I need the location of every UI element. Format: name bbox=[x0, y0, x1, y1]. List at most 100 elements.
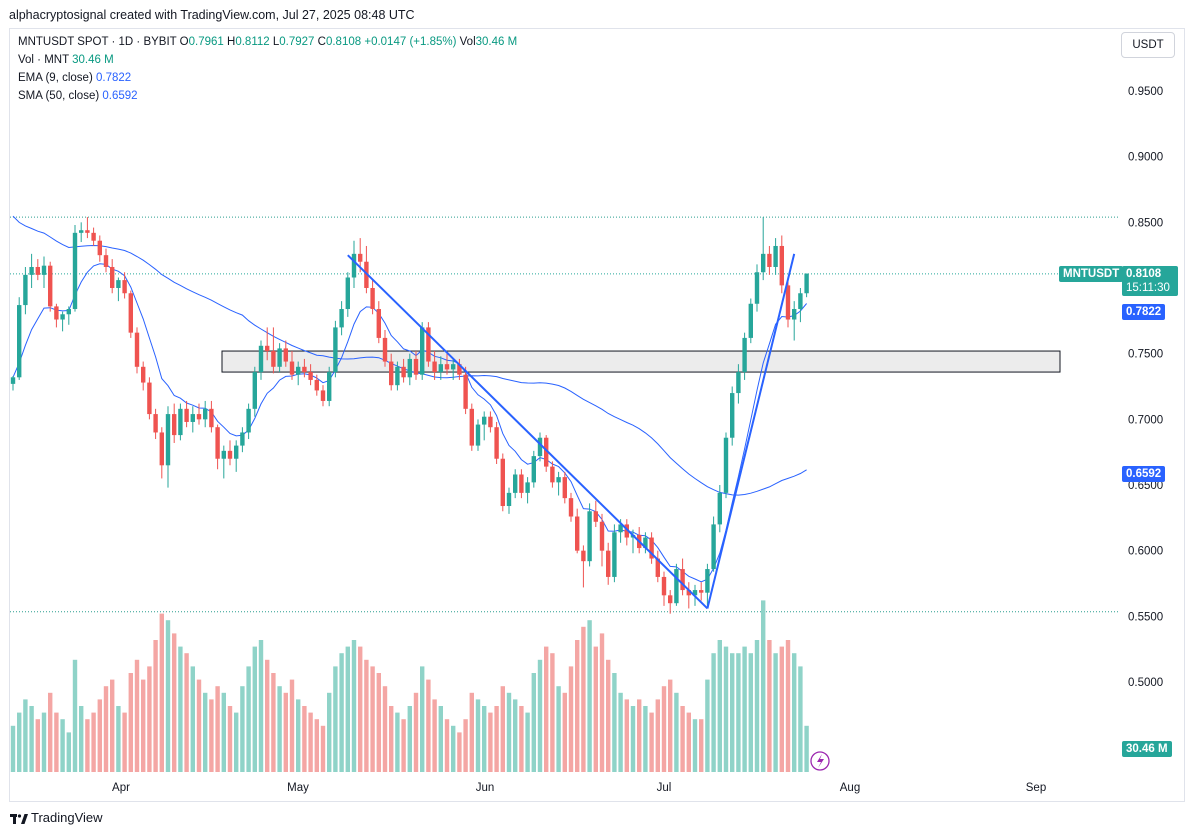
candle-body[interactable] bbox=[469, 408, 474, 446]
candle-body[interactable] bbox=[110, 266, 115, 288]
candle-body[interactable] bbox=[382, 337, 388, 362]
candle-body[interactable] bbox=[519, 474, 524, 493]
candle-body[interactable] bbox=[97, 240, 102, 256]
candle-body[interactable] bbox=[438, 364, 443, 373]
candle-body[interactable] bbox=[54, 306, 59, 320]
candle-body[interactable] bbox=[184, 408, 189, 422]
candle-body[interactable] bbox=[308, 372, 313, 380]
candle-body[interactable] bbox=[134, 332, 140, 367]
candle-body[interactable] bbox=[500, 458, 505, 507]
candle-body[interactable] bbox=[506, 492, 512, 507]
candle-body[interactable] bbox=[643, 537, 648, 549]
candle-body[interactable] bbox=[494, 427, 499, 459]
supply-zone-rectangle[interactable] bbox=[221, 350, 1061, 373]
candle-body[interactable] bbox=[593, 511, 598, 522]
candle-body[interactable] bbox=[649, 537, 654, 559]
candle-body[interactable] bbox=[159, 432, 164, 466]
footer-brand[interactable]: TradingView bbox=[10, 810, 103, 825]
candle-body[interactable] bbox=[537, 437, 543, 457]
legend-volume[interactable]: Vol · MNT 30.46 M bbox=[18, 54, 114, 66]
candle-body[interactable] bbox=[296, 366, 301, 375]
candle-body[interactable] bbox=[785, 285, 791, 320]
candle-body[interactable] bbox=[699, 590, 704, 593]
candle-body[interactable] bbox=[178, 408, 183, 436]
candle-body[interactable] bbox=[271, 351, 276, 367]
candle-body[interactable] bbox=[686, 590, 691, 596]
candle-body[interactable] bbox=[252, 372, 257, 409]
candle-body[interactable] bbox=[581, 550, 586, 562]
candle-body[interactable] bbox=[444, 364, 450, 370]
candle-body[interactable] bbox=[761, 253, 766, 273]
candle-body[interactable] bbox=[277, 348, 282, 367]
candle-body[interactable] bbox=[302, 366, 307, 373]
candle-body[interactable] bbox=[79, 230, 84, 233]
candle-body[interactable] bbox=[103, 255, 109, 267]
candle-body[interactable] bbox=[618, 524, 623, 533]
candle-body[interactable] bbox=[10, 377, 16, 384]
candle-body[interactable] bbox=[72, 232, 78, 310]
candle-body[interactable] bbox=[141, 366, 146, 383]
candle-body[interactable] bbox=[35, 266, 40, 275]
candle-body[interactable] bbox=[432, 361, 437, 373]
candle-body[interactable] bbox=[420, 327, 425, 375]
candle-body[interactable] bbox=[773, 245, 778, 267]
candle-body[interactable] bbox=[60, 314, 65, 320]
candle-body[interactable] bbox=[327, 372, 332, 401]
candle-body[interactable] bbox=[587, 511, 592, 562]
candle-body[interactable] bbox=[575, 516, 580, 551]
candle-body[interactable] bbox=[221, 450, 226, 459]
candle-body[interactable] bbox=[172, 414, 177, 436]
candle-body[interactable] bbox=[128, 293, 133, 333]
candle-body[interactable] bbox=[345, 277, 350, 310]
candle-body[interactable] bbox=[513, 474, 518, 493]
candle-body[interactable] bbox=[196, 414, 202, 420]
candle-body[interactable] bbox=[612, 532, 617, 577]
candle-body[interactable] bbox=[692, 590, 698, 596]
candle-body[interactable] bbox=[215, 427, 220, 459]
candle-body[interactable] bbox=[705, 569, 710, 593]
candle-body[interactable] bbox=[389, 361, 394, 386]
candle-body[interactable] bbox=[606, 550, 611, 577]
candle-body[interactable] bbox=[395, 366, 400, 386]
candle-body[interactable] bbox=[767, 253, 772, 267]
legend-symbol[interactable]: MNTUSDT SPOT · 1D · BYBIT bbox=[18, 36, 177, 48]
candle-body[interactable] bbox=[568, 498, 574, 517]
candle-body[interactable] bbox=[246, 408, 251, 433]
candle-body[interactable] bbox=[550, 466, 555, 483]
candle-body[interactable] bbox=[668, 595, 673, 604]
candle-body[interactable] bbox=[407, 358, 412, 378]
candle-body[interactable] bbox=[457, 364, 462, 375]
candle-body[interactable] bbox=[265, 345, 270, 352]
candle-body[interactable] bbox=[544, 437, 549, 467]
candle-body[interactable] bbox=[41, 265, 47, 275]
candle-body[interactable] bbox=[258, 345, 264, 373]
candle-body[interactable] bbox=[488, 416, 493, 428]
candle-body[interactable] bbox=[147, 382, 152, 415]
candle-body[interactable] bbox=[624, 524, 629, 538]
uptrend-line[interactable] bbox=[706, 253, 796, 609]
ema-9-line[interactable] bbox=[12, 263, 807, 583]
candle-body[interactable] bbox=[475, 424, 481, 446]
candle-body[interactable] bbox=[717, 492, 722, 525]
candle-body[interactable] bbox=[370, 288, 375, 310]
candle-body[interactable] bbox=[463, 374, 468, 409]
candle-body[interactable] bbox=[153, 414, 158, 433]
candle-body[interactable] bbox=[234, 445, 239, 459]
candle-body[interactable] bbox=[674, 569, 679, 604]
candle-body[interactable] bbox=[240, 432, 245, 446]
candle-body[interactable] bbox=[351, 253, 357, 278]
candle-body[interactable] bbox=[333, 327, 338, 373]
candle-body[interactable] bbox=[661, 576, 667, 596]
candle-body[interactable] bbox=[482, 416, 487, 425]
candle-body[interactable] bbox=[599, 521, 605, 551]
candle-body[interactable] bbox=[227, 450, 233, 459]
candle-body[interactable] bbox=[283, 348, 288, 362]
candle-body[interactable] bbox=[358, 253, 363, 262]
candle-body[interactable] bbox=[426, 327, 431, 362]
candle-body[interactable] bbox=[531, 456, 536, 483]
candle-body[interactable] bbox=[730, 393, 735, 438]
candle-body[interactable] bbox=[451, 364, 456, 370]
candle-body[interactable] bbox=[48, 265, 53, 307]
candle-body[interactable] bbox=[203, 408, 208, 420]
